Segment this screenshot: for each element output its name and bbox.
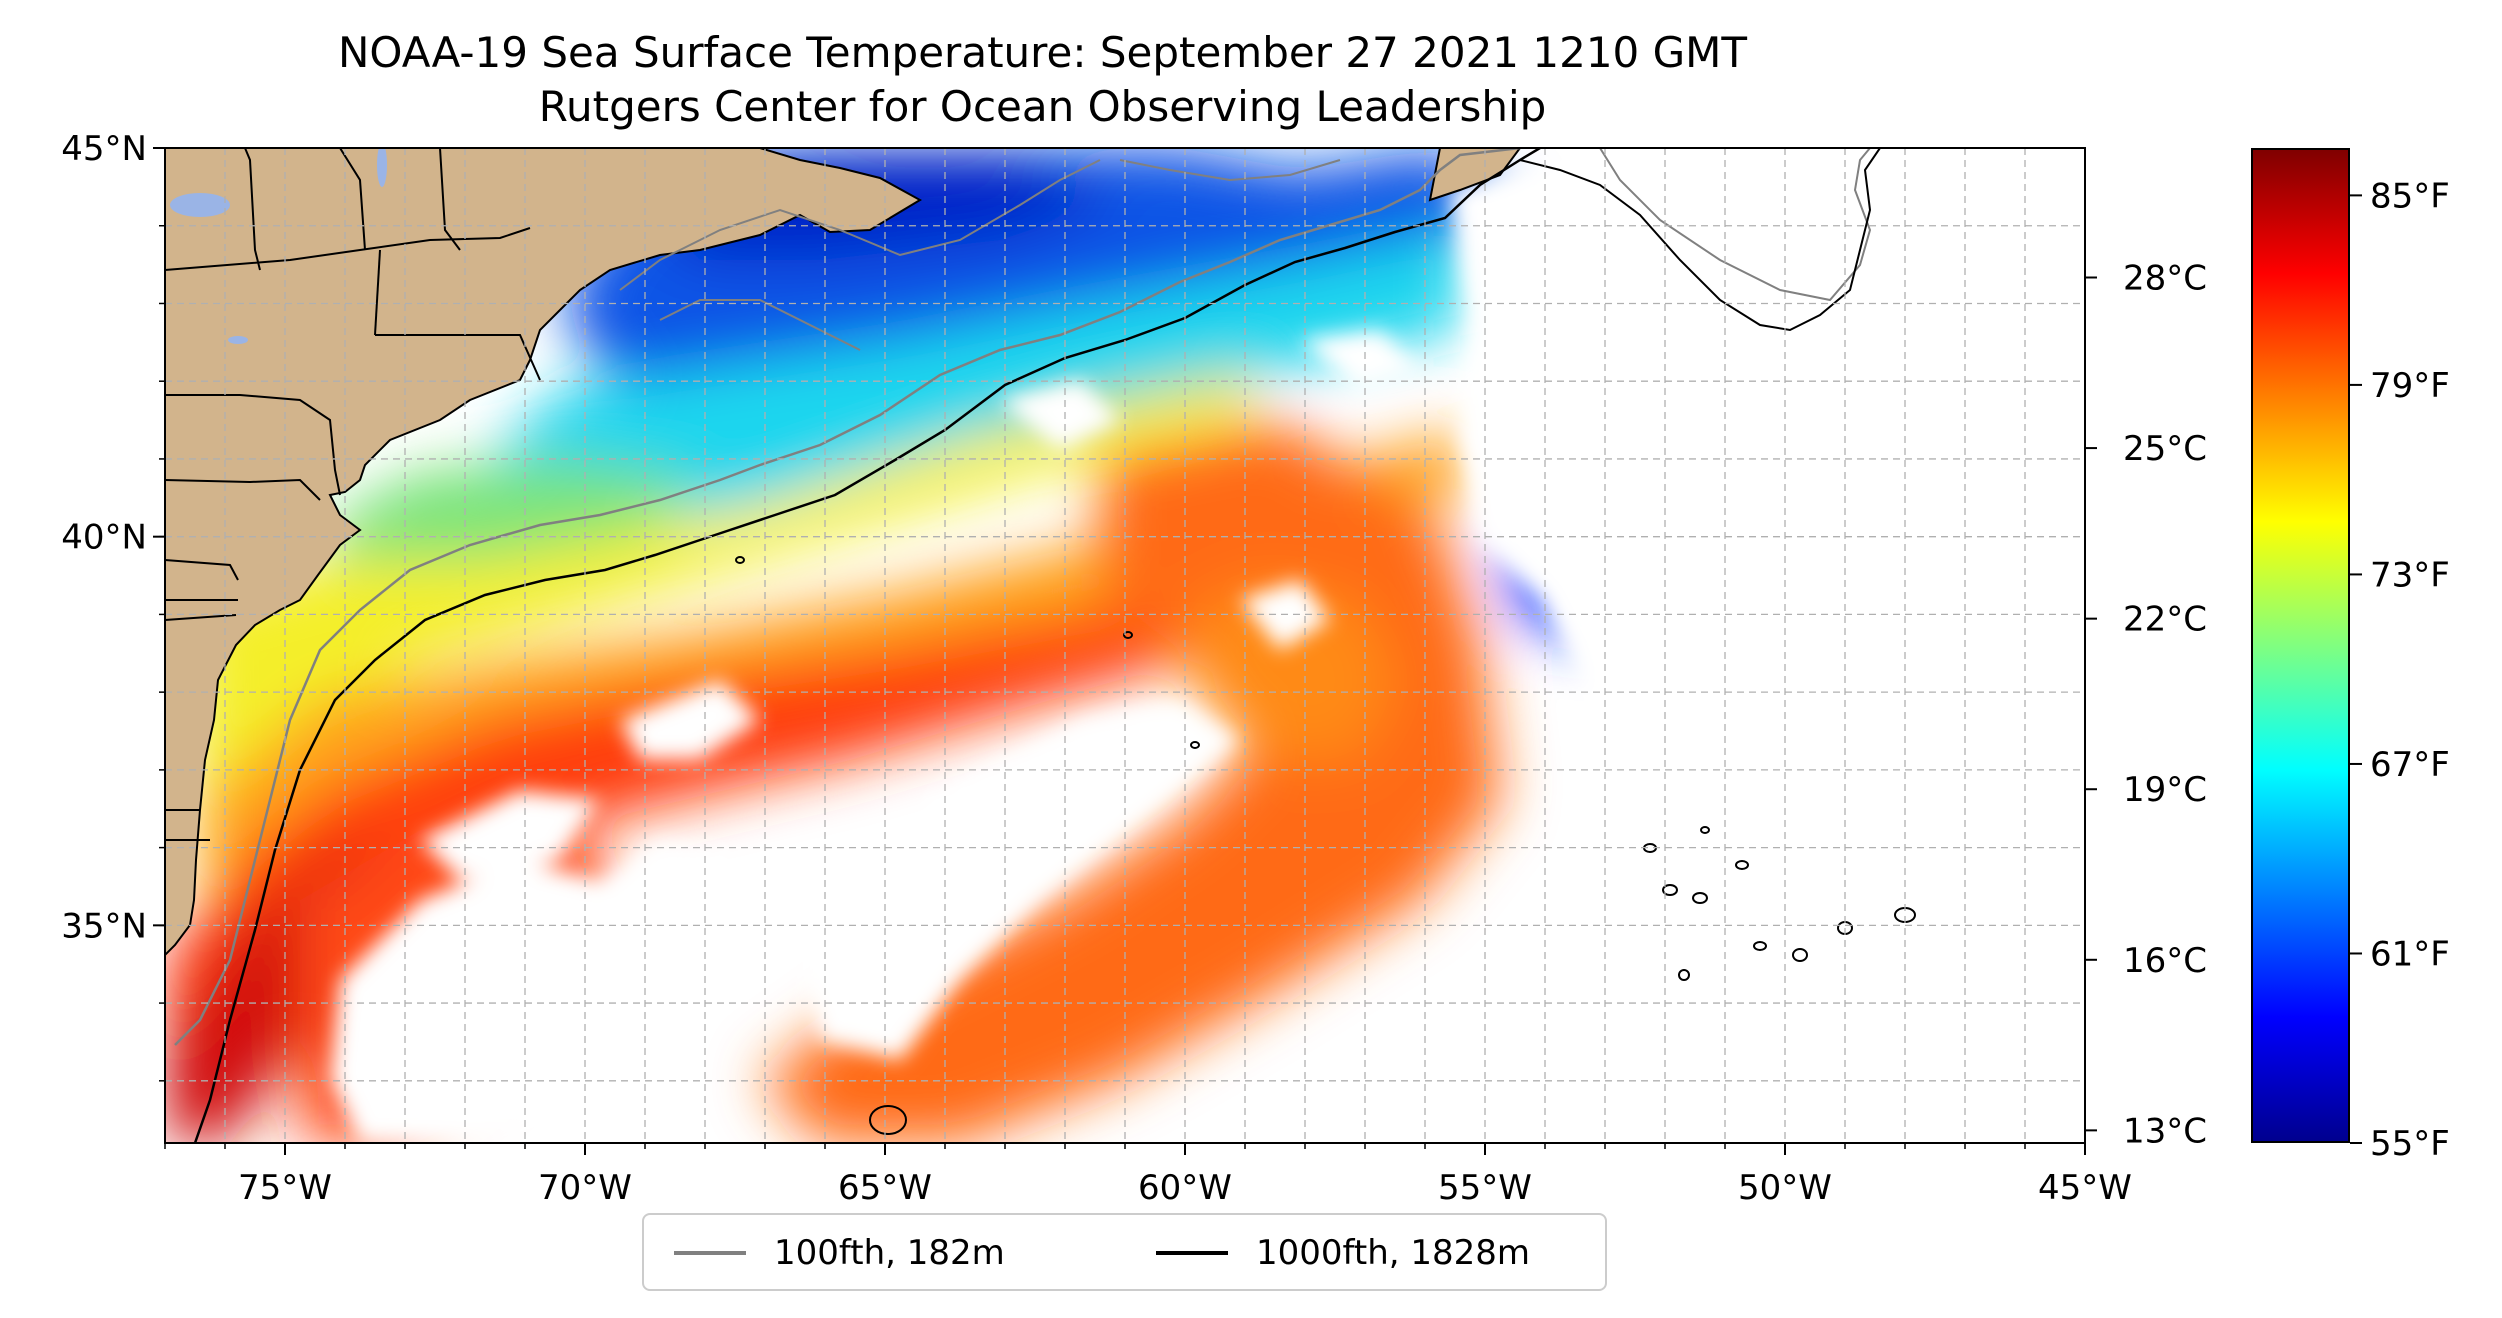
sst-eddy-orange: [1180, 580, 1400, 760]
lake-ontario: [170, 193, 230, 217]
map-plot-area: [165, 148, 2085, 1143]
sst-shelf-yellow: [190, 370, 1250, 900]
state-boundaries: [165, 148, 541, 841]
contour-1000fth-east: [1519, 148, 1881, 332]
axis-ticks: 75°W 70°W 65°W 60°W 55°W 50°W 45°W 45°N 40°N 35°N: [61, 129, 2132, 1208]
cloud-gap-d: [1000, 380, 1120, 450]
lat-tick-label: 40°N: [61, 518, 147, 558]
lon-tick-label: 60°W: [1138, 1168, 1232, 1208]
map-subtitle: Rutgers Center for Ocean Observing Leade…: [538, 82, 1547, 131]
legend: 100fth, 182m 1000fth, 1828m: [642, 1213, 1607, 1291]
cloud-central-gap: [800, 700, 1240, 1060]
cloud-mask: [330, 150, 2085, 1143]
cloud-east-open-ocean: [1450, 150, 2085, 1143]
cloud-gap-e: [1300, 330, 1420, 390]
legend-label-1000fth: 1000fth, 1828m: [1256, 1233, 1531, 1273]
legend-entry-100fth: 100fth, 182m: [674, 1231, 1005, 1275]
legend-swatch-100fth: [674, 1251, 746, 1255]
lat-tick-label: 35°N: [61, 906, 147, 946]
lon-tick-label: 50°W: [1738, 1168, 1832, 1208]
bermuda-island: [869, 1105, 907, 1135]
lon-tick-label: 55°W: [1438, 1168, 1532, 1208]
legend-entry-1000fth: 1000fth, 1828m: [1156, 1231, 1530, 1275]
lon-tick-label: 45°W: [2038, 1168, 2132, 1208]
lon-tick-label: 75°W: [238, 1168, 332, 1208]
legend-label-100fth: 100fth, 182m: [774, 1233, 1005, 1273]
contour-100fth-line: [174, 148, 1521, 1046]
lon-tick-label: 65°W: [838, 1168, 932, 1208]
contour-100fth-gulf-of-maine: [619, 148, 1872, 351]
cloud-southwest-gap: [330, 840, 740, 1143]
lon-tick-label: 70°W: [538, 1168, 632, 1208]
lake-champlain: [377, 148, 387, 187]
gridlines: [165, 148, 2085, 1143]
lat-tick-label: 45°N: [61, 129, 147, 169]
map-title: NOAA-19 Sea Surface Temperature: Septemb…: [337, 28, 1748, 77]
sst-slope-cyan: [470, 230, 1460, 540]
temperature-colorbar: [2251, 148, 2350, 1143]
land-north-america: [165, 148, 923, 957]
lakes: [170, 148, 387, 344]
contour-1000fth-line: [193, 148, 1541, 1143]
small-lake: [228, 336, 248, 344]
cloud-gap-b: [620, 680, 760, 760]
legend-swatch-1000fth: [1156, 1251, 1228, 1255]
